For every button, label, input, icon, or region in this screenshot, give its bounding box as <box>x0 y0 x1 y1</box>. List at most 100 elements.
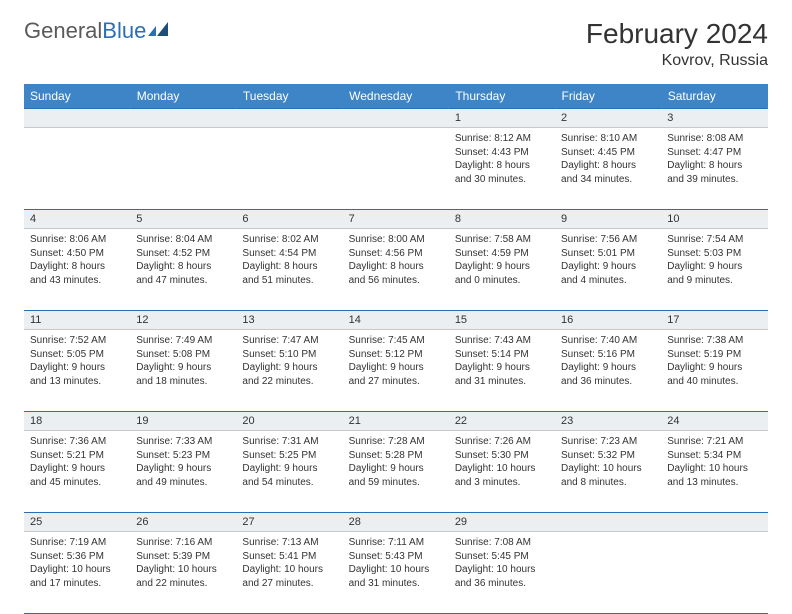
day-detail-line: Sunset: 5:19 PM <box>667 348 761 362</box>
day-details <box>130 128 236 138</box>
day-detail-line: and 9 minutes. <box>667 274 761 288</box>
day-detail-line: Sunset: 5:21 PM <box>30 449 124 463</box>
day-cell <box>24 128 130 210</box>
day-cell: Sunrise: 7:13 AMSunset: 5:41 PMDaylight:… <box>236 532 342 614</box>
day-detail-line: and 31 minutes. <box>455 375 549 389</box>
weekday-header: Friday <box>555 84 661 109</box>
weekday-header: Saturday <box>661 84 767 109</box>
daynum-row: 123 <box>24 109 768 128</box>
day-number: 19 <box>130 412 236 430</box>
week-row: Sunrise: 8:06 AMSunset: 4:50 PMDaylight:… <box>24 229 768 311</box>
day-number-cell: 4 <box>24 210 130 229</box>
day-number-cell: 23 <box>555 412 661 431</box>
day-detail-line: Sunrise: 7:47 AM <box>242 334 336 348</box>
day-detail-line: Sunset: 5:16 PM <box>561 348 655 362</box>
day-detail-line: Daylight: 9 hours <box>30 462 124 476</box>
day-detail-line: Sunset: 5:14 PM <box>455 348 549 362</box>
brand-part2: Blue <box>102 18 146 44</box>
day-detail-line: Daylight: 9 hours <box>136 462 230 476</box>
day-number-cell: 7 <box>343 210 449 229</box>
day-number: 27 <box>236 513 342 531</box>
day-detail-line: Daylight: 9 hours <box>349 462 443 476</box>
day-number: 8 <box>449 210 555 228</box>
day-detail-line: and 45 minutes. <box>30 476 124 490</box>
day-cell: Sunrise: 7:54 AMSunset: 5:03 PMDaylight:… <box>661 229 767 311</box>
day-number-cell: 9 <box>555 210 661 229</box>
day-detail-line: and 17 minutes. <box>30 577 124 591</box>
day-cell: Sunrise: 7:43 AMSunset: 5:14 PMDaylight:… <box>449 330 555 412</box>
day-number-cell <box>236 109 342 128</box>
week-row: Sunrise: 7:19 AMSunset: 5:36 PMDaylight:… <box>24 532 768 614</box>
day-details: Sunrise: 8:06 AMSunset: 4:50 PMDaylight:… <box>24 229 130 293</box>
day-cell: Sunrise: 7:49 AMSunset: 5:08 PMDaylight:… <box>130 330 236 412</box>
day-detail-line: Sunset: 4:54 PM <box>242 247 336 261</box>
day-details: Sunrise: 7:33 AMSunset: 5:23 PMDaylight:… <box>130 431 236 495</box>
day-detail-line: and 3 minutes. <box>455 476 549 490</box>
day-cell: Sunrise: 8:12 AMSunset: 4:43 PMDaylight:… <box>449 128 555 210</box>
day-detail-line: Sunset: 5:08 PM <box>136 348 230 362</box>
day-number: 15 <box>449 311 555 329</box>
day-detail-line: Daylight: 8 hours <box>30 260 124 274</box>
day-number-cell: 13 <box>236 311 342 330</box>
day-detail-line: Daylight: 8 hours <box>455 159 549 173</box>
day-number: 9 <box>555 210 661 228</box>
day-detail-line: and 34 minutes. <box>561 173 655 187</box>
day-detail-line: Sunset: 5:23 PM <box>136 449 230 463</box>
weekday-header: Sunday <box>24 84 130 109</box>
day-detail-line: Daylight: 8 hours <box>561 159 655 173</box>
day-details: Sunrise: 7:56 AMSunset: 5:01 PMDaylight:… <box>555 229 661 293</box>
day-number: 17 <box>661 311 767 329</box>
day-detail-line: Daylight: 10 hours <box>349 563 443 577</box>
day-detail-line: Sunset: 5:05 PM <box>30 348 124 362</box>
day-number: 24 <box>661 412 767 430</box>
week-row: Sunrise: 8:12 AMSunset: 4:43 PMDaylight:… <box>24 128 768 210</box>
day-cell: Sunrise: 7:31 AMSunset: 5:25 PMDaylight:… <box>236 431 342 513</box>
day-details: Sunrise: 8:02 AMSunset: 4:54 PMDaylight:… <box>236 229 342 293</box>
day-number: 5 <box>130 210 236 228</box>
day-detail-line: and 18 minutes. <box>136 375 230 389</box>
daynum-row: 11121314151617 <box>24 311 768 330</box>
month-title: February 2024 <box>586 18 768 50</box>
day-detail-line: Daylight: 8 hours <box>136 260 230 274</box>
day-number-cell: 12 <box>130 311 236 330</box>
day-number-cell: 20 <box>236 412 342 431</box>
day-detail-line: Sunrise: 7:26 AM <box>455 435 549 449</box>
day-details <box>555 532 661 542</box>
day-details <box>236 128 342 138</box>
day-detail-line: Sunset: 4:56 PM <box>349 247 443 261</box>
day-cell <box>236 128 342 210</box>
day-number: 21 <box>343 412 449 430</box>
day-detail-line: and 13 minutes. <box>30 375 124 389</box>
day-detail-line: and 8 minutes. <box>561 476 655 490</box>
day-number-cell <box>555 513 661 532</box>
day-detail-line: and 59 minutes. <box>349 476 443 490</box>
day-details: Sunrise: 7:47 AMSunset: 5:10 PMDaylight:… <box>236 330 342 394</box>
day-detail-line: Daylight: 8 hours <box>349 260 443 274</box>
day-detail-line: Sunset: 5:12 PM <box>349 348 443 362</box>
day-cell: Sunrise: 7:23 AMSunset: 5:32 PMDaylight:… <box>555 431 661 513</box>
logo-mark-icon <box>148 22 170 36</box>
day-detail-line: Sunset: 5:34 PM <box>667 449 761 463</box>
day-detail-line: Sunrise: 7:45 AM <box>349 334 443 348</box>
day-detail-line: Sunset: 5:03 PM <box>667 247 761 261</box>
day-detail-line: Daylight: 9 hours <box>242 361 336 375</box>
day-cell: Sunrise: 8:04 AMSunset: 4:52 PMDaylight:… <box>130 229 236 311</box>
day-number-cell: 8 <box>449 210 555 229</box>
day-cell: Sunrise: 7:40 AMSunset: 5:16 PMDaylight:… <box>555 330 661 412</box>
day-number <box>555 513 661 531</box>
location-label: Kovrov, Russia <box>586 52 768 70</box>
week-row: Sunrise: 7:52 AMSunset: 5:05 PMDaylight:… <box>24 330 768 412</box>
day-number-cell <box>130 109 236 128</box>
day-detail-line: Sunset: 4:52 PM <box>136 247 230 261</box>
day-detail-line: Sunrise: 7:13 AM <box>242 536 336 550</box>
day-detail-line: Sunset: 5:43 PM <box>349 550 443 564</box>
day-cell: Sunrise: 7:16 AMSunset: 5:39 PMDaylight:… <box>130 532 236 614</box>
day-cell: Sunrise: 7:56 AMSunset: 5:01 PMDaylight:… <box>555 229 661 311</box>
day-number: 12 <box>130 311 236 329</box>
calendar-table: Sunday Monday Tuesday Wednesday Thursday… <box>24 84 768 614</box>
day-number: 23 <box>555 412 661 430</box>
day-detail-line: and 36 minutes. <box>455 577 549 591</box>
day-detail-line: Daylight: 9 hours <box>455 361 549 375</box>
day-number: 28 <box>343 513 449 531</box>
day-detail-line: Daylight: 8 hours <box>242 260 336 274</box>
